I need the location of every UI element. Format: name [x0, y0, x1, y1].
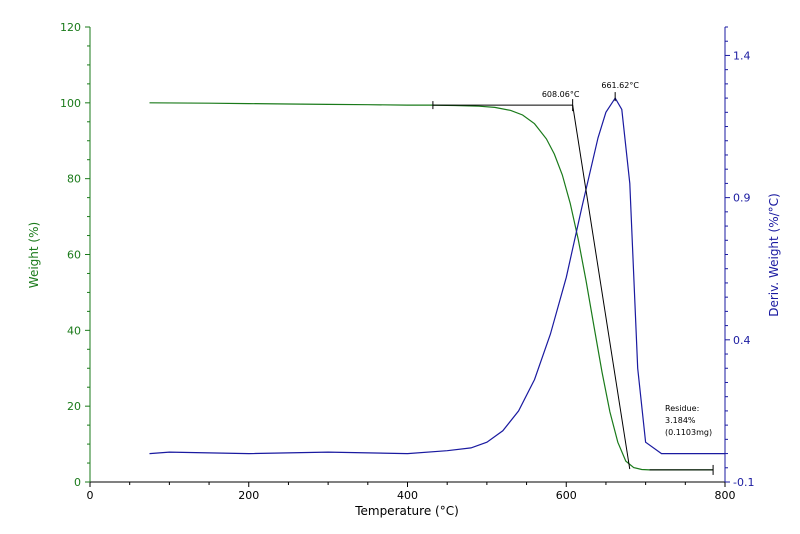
residue-label: Residue: — [665, 404, 699, 413]
y-right-tick-label: 1.4 — [733, 49, 751, 62]
y-axis-right: -0.1 0.4 0.9 1.4 Deriv. Weight (%/°C) — [724, 26, 781, 489]
y-left-tick-label: 0 — [74, 476, 81, 489]
y-right-tick-label: 0.4 — [733, 334, 751, 347]
x-tick-label: 200 — [238, 489, 259, 502]
y-axis-left: 0 20 40 60 80 100 120 Weight (%) — [27, 21, 91, 489]
residue-mass: (0.1103mg) — [665, 428, 712, 437]
y-left-tick-label: 40 — [67, 324, 81, 337]
y-axis-left-title: Weight (%) — [27, 222, 41, 288]
y-axis-right-title: Deriv. Weight (%/°C) — [767, 193, 781, 317]
y-left-tick-label: 80 — [67, 173, 81, 186]
x-tick-label: 400 — [397, 489, 418, 502]
plot-area: 608.06°C 661.62°C Residue: 3.184% (0.110… — [149, 81, 725, 475]
x-tick-label: 0 — [87, 489, 94, 502]
y-right-tick-label: 0.9 — [733, 192, 751, 205]
x-axis: 0 200 400 600 800 Temperature (°C) — [87, 481, 736, 518]
y-right-tick-label: -0.1 — [733, 476, 754, 489]
residue-value: 3.184% — [665, 416, 696, 425]
x-axis-title: Temperature (°C) — [354, 504, 459, 518]
onset-tangent-line — [572, 105, 631, 470]
y-left-tick-label: 100 — [60, 97, 81, 110]
y-right-ticks: -0.1 0.4 0.9 1.4 — [725, 26, 754, 489]
deriv-weight-series-line — [149, 96, 725, 455]
x-ticks: 0 200 400 600 800 — [87, 482, 736, 502]
onset-temperature-label: 608.06°C — [542, 90, 580, 99]
y-left-ticks: 0 20 40 60 80 100 120 — [60, 21, 90, 489]
annotations: 608.06°C 661.62°C Residue: 3.184% (0.110… — [432, 81, 714, 475]
y-left-tick-label: 60 — [67, 249, 81, 262]
weight-series-line — [149, 102, 714, 471]
y-left-tick-label: 120 — [60, 21, 81, 34]
x-tick-label: 600 — [556, 489, 577, 502]
y-left-tick-label: 20 — [67, 400, 81, 413]
peak-temperature-label: 661.62°C — [601, 81, 639, 90]
x-tick-label: 800 — [715, 489, 736, 502]
